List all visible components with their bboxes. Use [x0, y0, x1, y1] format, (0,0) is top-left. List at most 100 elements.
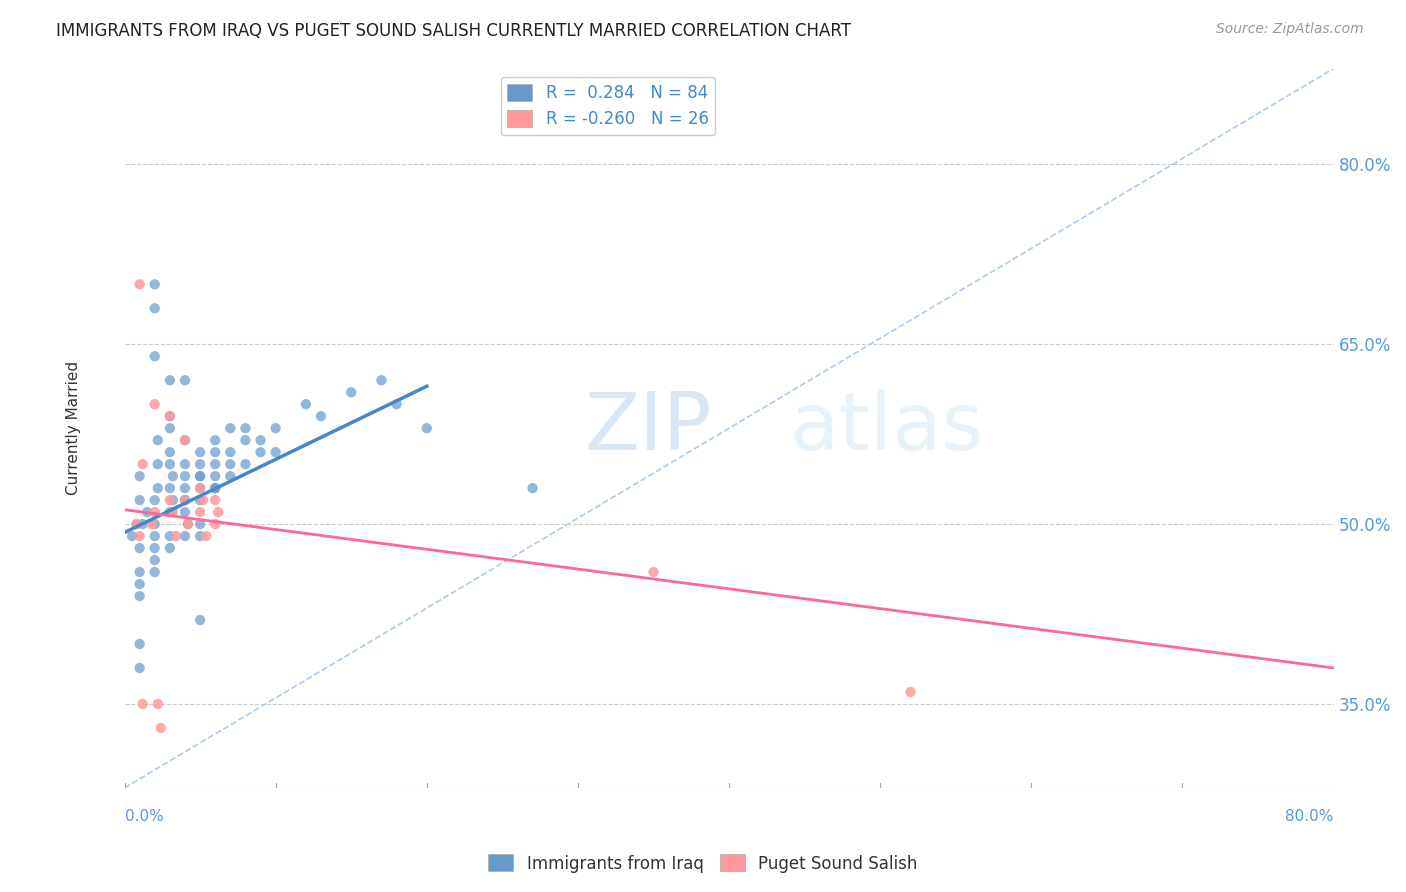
Point [191, 493, 214, 508]
Point [174, 433, 197, 447]
Point [207, 505, 229, 519]
Point [264, 421, 287, 435]
Point [195, 529, 218, 543]
Point [143, 301, 166, 316]
Point [264, 445, 287, 459]
Point [128, 469, 150, 483]
Text: 0.0%: 0.0% [125, 809, 163, 824]
Point [385, 397, 408, 411]
Point [159, 409, 181, 424]
Point [159, 421, 181, 435]
Point [204, 481, 226, 495]
Point [128, 637, 150, 651]
Point [188, 469, 211, 483]
Point [235, 457, 257, 471]
Point [131, 517, 153, 532]
Point [159, 481, 181, 495]
Point [143, 541, 166, 555]
Point [174, 529, 197, 543]
Point [128, 493, 150, 508]
Text: 80.0%: 80.0% [1285, 809, 1334, 824]
Point [141, 517, 163, 532]
Text: Currently Married: Currently Married [66, 361, 82, 495]
Point [204, 481, 226, 495]
Point [188, 469, 211, 483]
Point [162, 469, 184, 483]
Point [146, 697, 169, 711]
Point [165, 529, 187, 543]
Text: Source: ZipAtlas.com: Source: ZipAtlas.com [1216, 22, 1364, 37]
Point [128, 277, 150, 292]
Point [146, 433, 169, 447]
Point [128, 565, 150, 579]
Point [128, 577, 150, 591]
Point [159, 373, 181, 387]
Point [309, 409, 332, 424]
Point [143, 565, 166, 579]
Point [219, 421, 242, 435]
Point [174, 457, 197, 471]
Point [188, 493, 211, 508]
Point [174, 433, 197, 447]
Point [522, 481, 544, 495]
Point [177, 517, 200, 532]
Point [174, 493, 197, 508]
Point [235, 433, 257, 447]
Point [136, 505, 159, 519]
Point [219, 469, 242, 483]
Point [643, 565, 665, 579]
Point [143, 277, 166, 292]
Text: atlas: atlas [790, 389, 984, 467]
Point [143, 517, 166, 532]
Point [174, 505, 197, 519]
Point [143, 349, 166, 363]
Point [174, 469, 197, 483]
Point [235, 421, 257, 435]
Point [188, 517, 211, 532]
Point [370, 373, 392, 387]
Point [204, 457, 226, 471]
Point [143, 505, 166, 519]
Point [174, 493, 197, 508]
Point [125, 517, 148, 532]
Point [188, 481, 211, 495]
Point [204, 493, 226, 508]
Point [159, 529, 181, 543]
Legend: Immigrants from Iraq, Puget Sound Salish: Immigrants from Iraq, Puget Sound Salish [481, 847, 925, 880]
Point [188, 457, 211, 471]
Point [121, 529, 143, 543]
Point [219, 457, 242, 471]
Point [188, 445, 211, 459]
Point [131, 457, 153, 471]
Point [204, 517, 226, 532]
Point [174, 493, 197, 508]
Point [143, 529, 166, 543]
Point [143, 553, 166, 567]
Text: ZIP: ZIP [583, 389, 711, 467]
Point [159, 505, 181, 519]
Text: IMMIGRANTS FROM IRAQ VS PUGET SOUND SALISH CURRENTLY MARRIED CORRELATION CHART: IMMIGRANTS FROM IRAQ VS PUGET SOUND SALI… [56, 22, 851, 40]
Point [219, 445, 242, 459]
Point [416, 421, 439, 435]
Point [204, 469, 226, 483]
Point [159, 409, 181, 424]
Point [188, 505, 211, 519]
Point [177, 517, 200, 532]
Point [146, 457, 169, 471]
Point [159, 493, 181, 508]
Point [249, 445, 271, 459]
Point [162, 505, 184, 519]
Point [188, 529, 211, 543]
Point [128, 661, 150, 675]
Point [131, 697, 153, 711]
Point [125, 517, 148, 532]
Point [188, 613, 211, 627]
Point [143, 397, 166, 411]
Point [128, 529, 150, 543]
Point [900, 685, 922, 699]
Point [204, 445, 226, 459]
Point [146, 481, 169, 495]
Point [162, 493, 184, 508]
Point [188, 481, 211, 495]
Point [128, 589, 150, 603]
